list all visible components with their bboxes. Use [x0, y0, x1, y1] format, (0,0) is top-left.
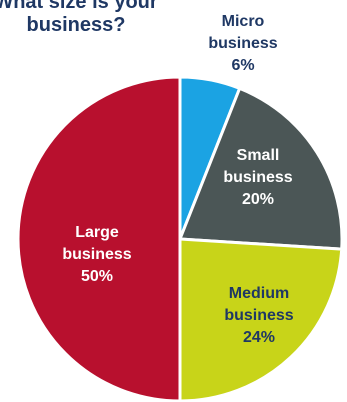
slice-name-label: Small: [237, 147, 280, 164]
slice-value-label: 24%: [243, 329, 275, 346]
slice-name-label: business: [208, 35, 277, 52]
slice-name-label: business: [224, 307, 293, 324]
slice-name-label: business: [62, 246, 131, 263]
slice-name-label: Medium: [229, 285, 289, 302]
slice-value-label: 50%: [81, 268, 113, 285]
slice-name-label: Large: [75, 224, 119, 241]
slice-label-medium-business: Medium business 24%: [224, 285, 293, 346]
pie-slice-small-business: [178, 86, 344, 251]
pie-slice-large-business: [16, 75, 182, 402]
slice-label-large-business: Large business 50%: [62, 224, 131, 285]
slice-value-label: 20%: [242, 191, 274, 208]
slice-label-small-business: Small business 20%: [223, 147, 292, 208]
slice-label-micro-business: Micro business 6%: [208, 13, 277, 74]
slice-value-label: 6%: [231, 57, 254, 74]
chart-title-line-1: What size is your: [0, 0, 158, 13]
slice-name-label: business: [223, 169, 292, 186]
chart-title-line-2: business?: [26, 14, 126, 36]
slice-name-label: Micro: [222, 13, 265, 30]
chart-title: What size is your business?: [0, 0, 176, 37]
pie-slice-medium-business: [178, 237, 344, 402]
